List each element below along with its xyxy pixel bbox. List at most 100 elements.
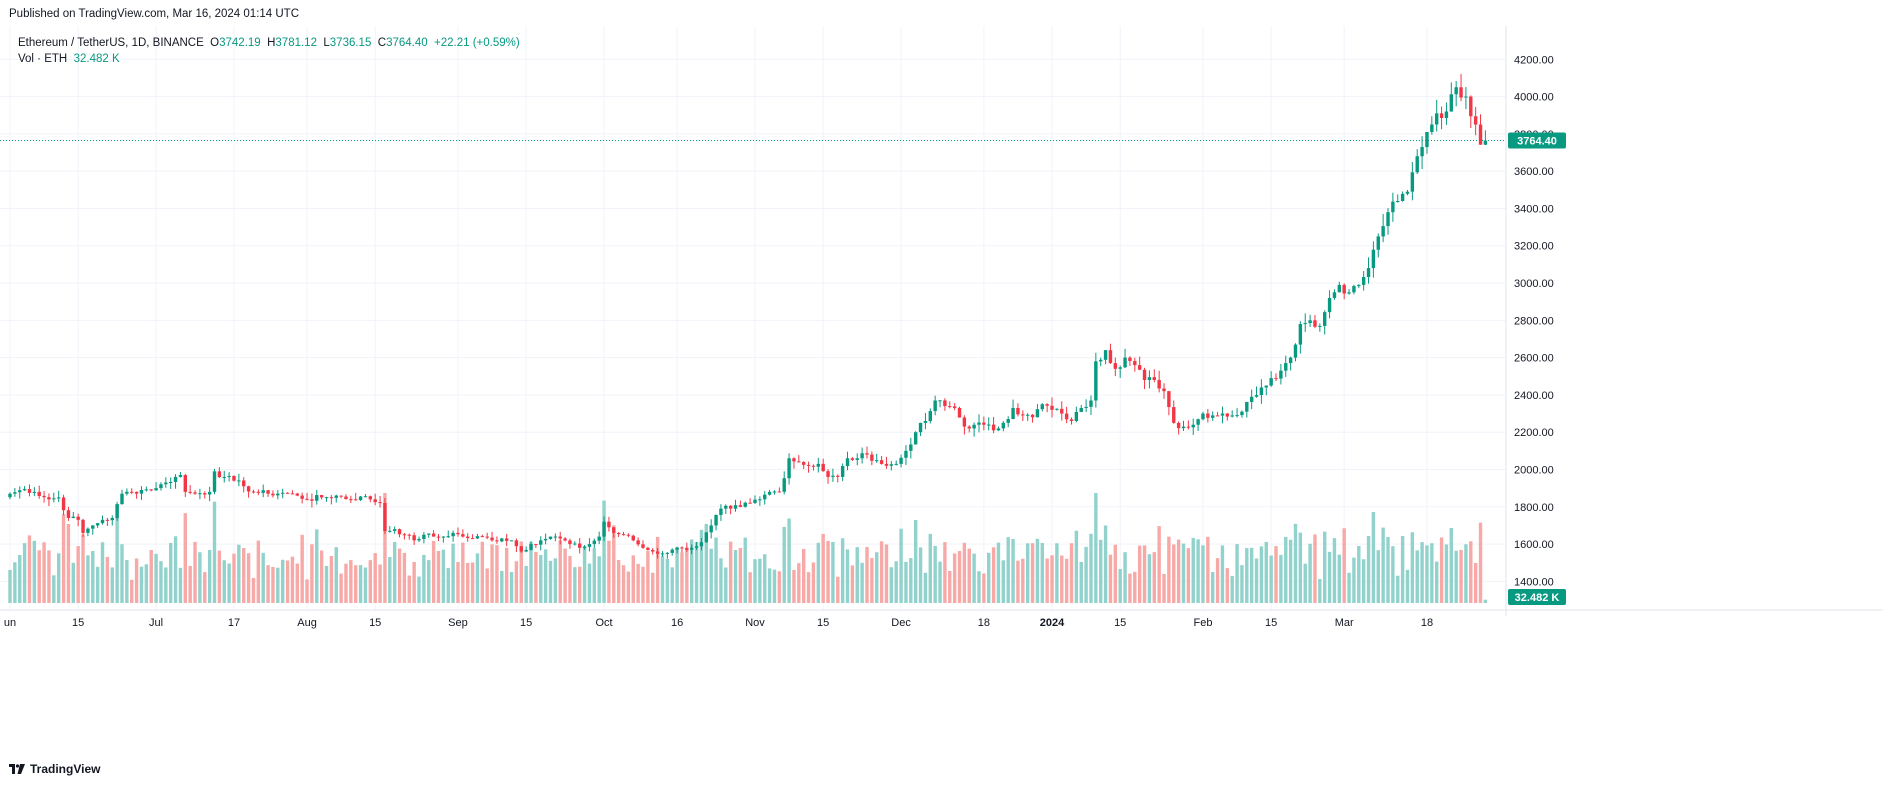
price-tick-label: 2800.00 xyxy=(1514,315,1554,327)
volume-bar xyxy=(694,542,699,603)
candle-body xyxy=(1254,395,1259,397)
candle-body xyxy=(485,536,489,538)
volume-bar xyxy=(1337,554,1342,603)
candle-body xyxy=(1113,363,1118,369)
volume-bar xyxy=(115,504,119,603)
candle-body xyxy=(130,491,134,493)
candle-body xyxy=(816,463,821,467)
legend-close-label: C xyxy=(377,37,387,49)
volume-bar xyxy=(1313,534,1317,603)
candle-body xyxy=(168,481,173,483)
candle-body xyxy=(621,534,626,536)
candle-body xyxy=(1235,415,1239,417)
volume-bar xyxy=(227,563,231,603)
volume-bar xyxy=(655,536,660,603)
volume-bar xyxy=(1288,539,1293,603)
candle-body xyxy=(1449,94,1454,112)
candle-body xyxy=(519,546,523,552)
volume-bar xyxy=(1157,526,1161,603)
volume-bar xyxy=(728,541,733,603)
candle-body xyxy=(266,490,270,494)
volume-bar xyxy=(602,500,606,603)
candle-body xyxy=(714,514,718,526)
candle-body xyxy=(1473,116,1478,125)
volume-bar xyxy=(466,562,470,603)
volume-bar xyxy=(1152,552,1156,603)
candle-body xyxy=(1123,357,1127,368)
volume-bar xyxy=(159,561,163,603)
candle-body xyxy=(972,424,976,429)
candle-body xyxy=(836,475,840,477)
candle-body xyxy=(967,426,971,429)
volume-bar xyxy=(1332,538,1337,603)
volume-bar xyxy=(1162,573,1166,603)
candle-body xyxy=(753,499,757,504)
candle-body xyxy=(1371,249,1376,269)
volume-bar xyxy=(758,558,762,603)
candle-body xyxy=(1444,111,1449,118)
candle-body xyxy=(704,532,709,543)
volume-bar xyxy=(850,565,855,603)
legend-ohlc-row: Ethereum / TetherUS, 1D, BINANCE O3742.1… xyxy=(18,35,520,51)
candlestick-chart[interactable]: 1400.00 1600.00 1800.00 2000.00 2200.00 2400.… xyxy=(0,17,1883,754)
volume-bar xyxy=(909,558,913,603)
legend-volume-row: Vol · ETH 32.482 K xyxy=(18,51,520,67)
price-tick-label: 4000.00 xyxy=(1514,92,1554,104)
candle-body xyxy=(578,543,582,548)
candle-body xyxy=(95,523,100,526)
volume-bar xyxy=(431,540,436,603)
candle-body xyxy=(821,463,825,472)
candle-body xyxy=(913,432,918,445)
candle-body xyxy=(743,502,747,507)
volume-bar xyxy=(310,544,314,603)
candle-body xyxy=(1220,413,1225,416)
candle-body xyxy=(573,543,577,545)
volume-bar xyxy=(91,551,95,603)
volume-bar xyxy=(495,545,499,603)
volume-bar xyxy=(1303,563,1307,603)
volume-bar xyxy=(246,553,251,603)
volume-bar xyxy=(13,562,17,603)
price-chart[interactable]: 1400.00 1600.00 1800.00 2000.00 2200.00 2400.… xyxy=(0,17,1883,754)
candle-body xyxy=(1240,411,1244,416)
candle-body xyxy=(1288,357,1293,364)
volume-bar xyxy=(1264,541,1268,603)
candle-body xyxy=(651,549,655,552)
candles xyxy=(8,73,1488,559)
candle-body xyxy=(592,540,597,545)
volume-bar xyxy=(1425,545,1429,603)
volume-bar xyxy=(621,565,626,603)
candle-body xyxy=(232,475,236,481)
volume-bar xyxy=(1006,537,1010,603)
volume-bar xyxy=(797,563,801,603)
volume-bar xyxy=(704,523,709,603)
candle-body xyxy=(1030,414,1035,418)
candle-body xyxy=(1035,409,1040,418)
volume-bar xyxy=(1040,543,1044,603)
volume-bar xyxy=(763,554,767,603)
candle-body xyxy=(1001,422,1006,429)
candle-body xyxy=(441,536,446,538)
volume-bar xyxy=(251,577,256,603)
candle-body xyxy=(587,544,592,547)
candle-body xyxy=(1425,132,1429,148)
volume-bar xyxy=(685,549,689,603)
volume-bar xyxy=(1293,523,1298,603)
volume-bar xyxy=(27,535,32,603)
volume-bar xyxy=(1035,538,1040,603)
candle-body xyxy=(1347,292,1351,294)
volume-bar xyxy=(1230,575,1234,603)
volume-bar xyxy=(1186,548,1191,603)
tradingview-footer[interactable]: TradingView xyxy=(9,762,100,776)
volume-bar xyxy=(558,540,562,603)
volume-bar xyxy=(767,568,772,603)
volume-bar xyxy=(811,562,816,603)
candle-body xyxy=(1060,408,1064,414)
candle-body xyxy=(1318,325,1322,327)
candle-body xyxy=(801,462,806,465)
volume-bar xyxy=(699,529,704,603)
candle-body xyxy=(1303,323,1307,325)
volume-bar xyxy=(407,575,411,603)
candle-body xyxy=(1025,414,1030,416)
volume-bar xyxy=(1079,561,1083,603)
